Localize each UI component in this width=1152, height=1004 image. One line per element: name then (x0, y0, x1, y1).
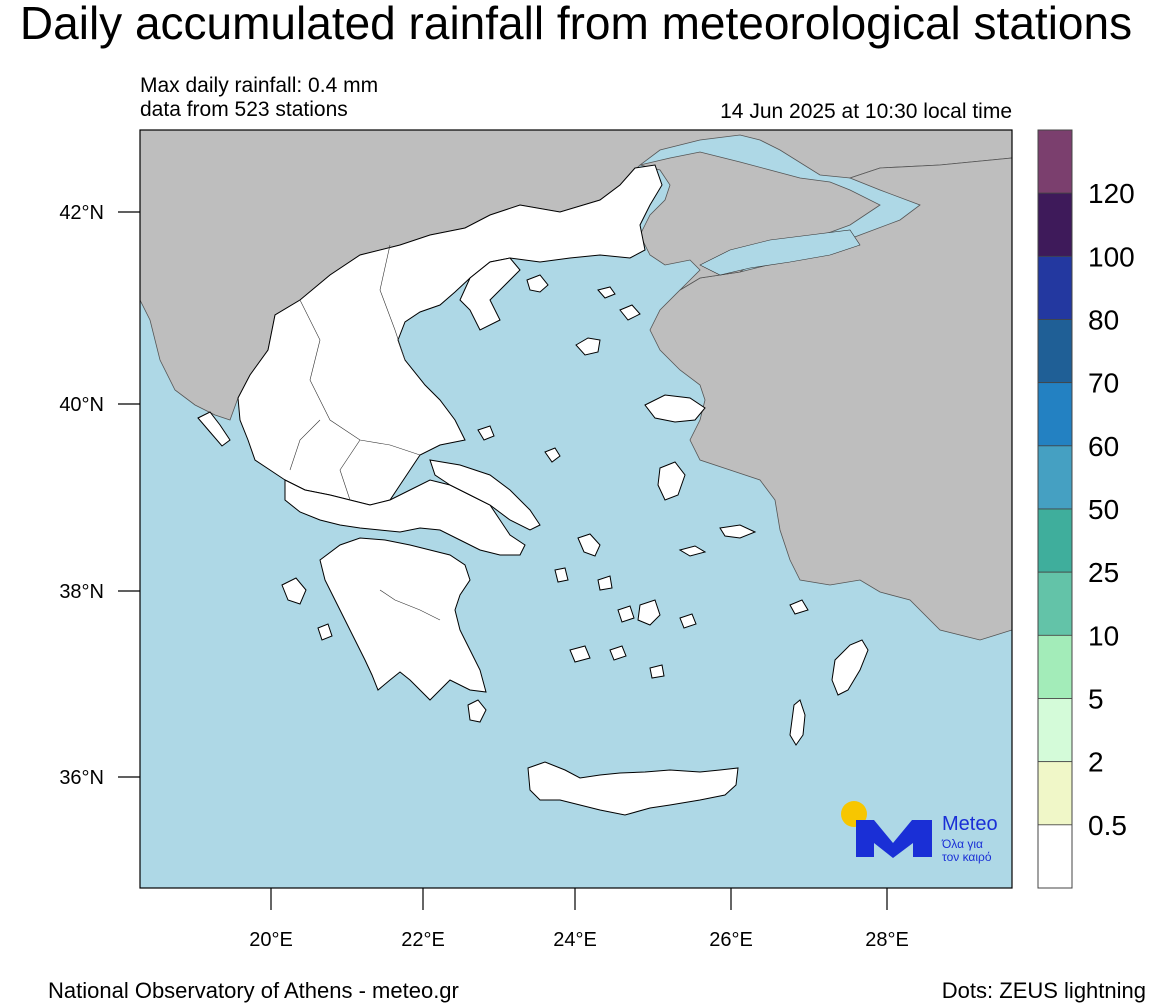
meteo-logo: Meteo Όλα για τον καιρό (841, 801, 998, 864)
colorbar-label: 10 (1088, 620, 1119, 651)
footer-lightning-note: Dots: ZEUS lightning (941, 978, 1146, 1003)
logo-tagline-2: τον καιρό (942, 850, 992, 864)
lat-tick-label: 36°N (59, 767, 104, 789)
colorbar-swatch (1037, 634, 1073, 699)
colorbar-label: 2 (1088, 747, 1104, 778)
colorbar-label: 60 (1088, 431, 1119, 462)
logo-tagline-1: Όλα για (941, 837, 983, 851)
timestamp-text: 14 Jun 2025 at 10:30 local time (720, 100, 1012, 123)
longitude-ticks: 20°E 22°E 24°E 26°E 28°E (249, 888, 909, 951)
logo-brand-text: Meteo (942, 813, 998, 835)
lon-tick-label: 20°E (249, 929, 293, 951)
m-logo-icon (856, 820, 932, 858)
colorbar-border (1037, 129, 1073, 889)
colorbar-label: 0.5 (1088, 810, 1127, 841)
colorbar-swatch (1037, 445, 1073, 510)
colorbar-swatch (1037, 129, 1073, 194)
lat-tick-label: 38°N (59, 581, 104, 603)
colorbar-label: 120 (1088, 178, 1135, 209)
colorbar-label: 5 (1088, 684, 1104, 715)
colorbar-swatch (1037, 382, 1073, 447)
lon-tick-label: 26°E (709, 929, 753, 951)
lon-tick-label: 28°E (865, 929, 909, 951)
subtitle-left: Max daily rainfall: 0.4 mm data from 523… (140, 74, 378, 122)
colorbar-label: 25 (1088, 557, 1119, 588)
colorbar-label: 70 (1088, 368, 1119, 399)
latitude-ticks: 42°N 40°N 38°N 36°N (59, 202, 140, 789)
colorbar-swatch (1037, 824, 1073, 889)
colorbar-label: 100 (1088, 241, 1135, 272)
greece-land (197, 164, 869, 816)
colorbar-swatch (1037, 698, 1073, 763)
footer-credit: National Observatory of Athens - meteo.g… (48, 978, 459, 1003)
lon-tick-label: 22°E (401, 929, 445, 951)
colorbar-swatch (1037, 761, 1073, 826)
map-title: Daily accumulated rainfall from meteorol… (19, 0, 1133, 49)
colorbar-swatch (1037, 319, 1073, 384)
colorbar-label: 50 (1088, 494, 1119, 525)
colorbar-label: 80 (1088, 305, 1119, 336)
region-boundaries (289, 244, 441, 621)
colorbar-swatch (1037, 192, 1073, 257)
colorbar-legend: 120 100 80 70 60 50 25 10 5 2 0.5 (1037, 129, 1135, 889)
marmara-sea (699, 229, 861, 276)
map-frame (139, 129, 1013, 889)
colorbar-swatch (1037, 508, 1073, 573)
lat-tick-label: 42°N (59, 202, 104, 224)
colorbar-swatch (1037, 255, 1073, 320)
lat-tick-label: 40°N (59, 394, 104, 416)
lon-tick-label: 24°E (553, 929, 597, 951)
max-rainfall-text: Max daily rainfall: 0.4 mm (140, 74, 379, 97)
colorbar-swatch (1037, 571, 1073, 636)
stations-count-text: data from 523 stations (140, 98, 348, 121)
